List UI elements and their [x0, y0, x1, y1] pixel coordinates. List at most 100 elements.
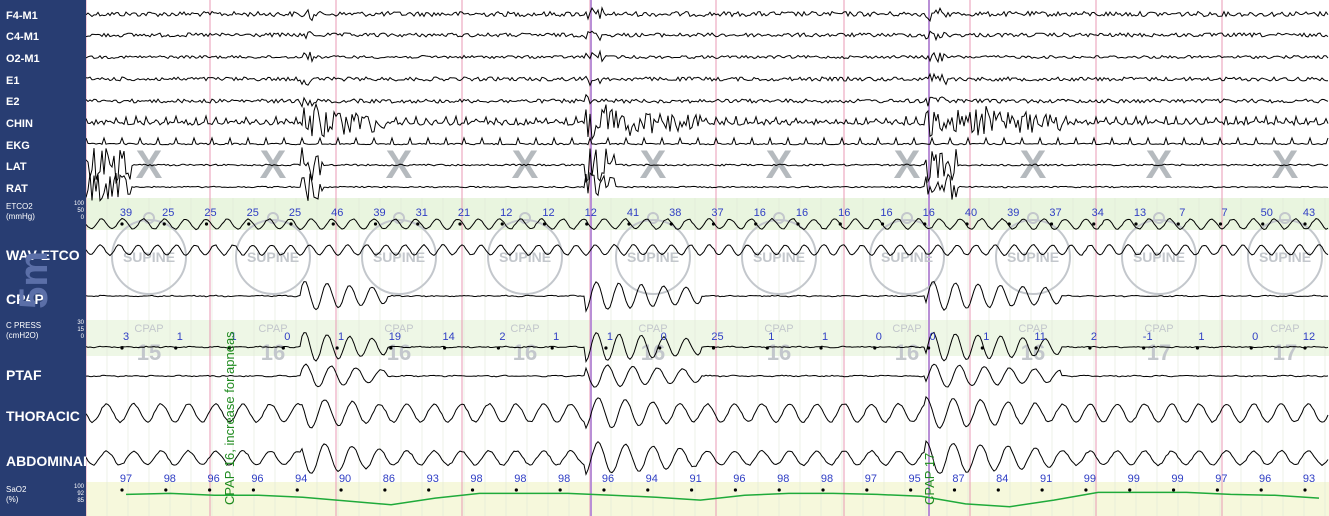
cpress-value: 11 [1034, 331, 1045, 343]
channel-scale: 100 92 85 [73, 484, 84, 504]
sao2-value: 93 [1303, 473, 1315, 485]
sao2-dot [470, 488, 475, 492]
channel-label: O2-M1 [6, 53, 40, 65]
channel-scale: 100 50 0 [73, 201, 84, 221]
position-label: SUPINE [627, 249, 679, 265]
sao2-dot [164, 488, 168, 492]
cpress-value: 1 [553, 331, 559, 343]
signal-trace [86, 136, 1329, 146]
cpress-band [86, 320, 1329, 356]
cpress-value: 1 [607, 331, 613, 343]
channel-label: WAV ETCO [6, 247, 80, 263]
cpress-dot [1195, 346, 1200, 350]
epoch-marker: 5m [12, 251, 56, 309]
cpress-value: 1 [338, 331, 344, 343]
sao2-value: 98 [821, 473, 833, 485]
sao2-value: 94 [295, 473, 307, 485]
sao2-dot [208, 488, 212, 492]
etco2-dot [585, 222, 589, 226]
cpress-dot [281, 346, 285, 350]
etco2-value: 16 [880, 207, 892, 219]
cpress-value: 2 [499, 331, 505, 343]
sao2-dot [1259, 488, 1263, 492]
supine-position-icon [741, 212, 817, 295]
sao2-value: 98 [514, 473, 526, 485]
channel-label: PTAF [6, 367, 42, 383]
etco2-dot [162, 222, 166, 226]
etco2-dot [1176, 222, 1180, 226]
sao2-dot [1128, 488, 1132, 492]
cpress-dot [389, 346, 393, 350]
cpap-label: CPAP [1018, 323, 1047, 335]
sao2-dot [689, 488, 694, 492]
cpress-dot [1142, 346, 1146, 350]
cpap-label: CPAP [638, 323, 667, 335]
polysomnography-traces: XSUPINECPAP15XSUPINECPAP16XSUPINECPAP16X… [86, 0, 1329, 516]
cpap-17-annotation: CPAP 17 [922, 453, 937, 505]
cpress-dot [604, 346, 608, 350]
sao2-value: 97 [1215, 473, 1227, 485]
etco2-value: 13 [1134, 207, 1146, 219]
etco2-dot [923, 222, 927, 226]
cpress-dot [443, 346, 447, 350]
sao2-dot [777, 488, 781, 492]
etco2-value: 43 [1303, 207, 1315, 219]
sao2-dot [558, 488, 562, 492]
etco2-dot [1261, 222, 1265, 226]
etco2-dot [416, 222, 420, 226]
cpress-dot [1303, 346, 1307, 350]
sao2-dot [427, 488, 431, 492]
channel-label: E2 [6, 96, 20, 108]
cpress-value: 1 [1198, 331, 1204, 343]
cpap-increase-annotation: CPAP 16, increase for apneas [222, 331, 237, 505]
position-label: SUPINE [123, 249, 175, 265]
channel-label: SaO2 (%) [6, 485, 27, 504]
supine-position-icon [995, 212, 1071, 295]
signal-trace [86, 30, 1329, 42]
signal-trace [86, 102, 1329, 141]
cpap-value: 16 [513, 340, 537, 365]
signal-trace [86, 217, 1329, 231]
etco2-dot [1007, 222, 1011, 226]
etco2-value: 25 [162, 207, 174, 219]
channel-label: E1 [6, 75, 20, 87]
etco2-value: 25 [247, 207, 259, 219]
cpap-label: CPAP [384, 323, 413, 335]
cpap-label: CPAP [1270, 323, 1299, 335]
sao2-value: 96 [733, 473, 745, 485]
signal-trace [86, 172, 1329, 202]
cpress-dot [711, 346, 716, 350]
sao2-value: 98 [777, 473, 789, 485]
etco2-value: 46 [331, 207, 343, 219]
sao2-dot [821, 488, 825, 492]
etco2-value: 16 [796, 207, 808, 219]
signal-trace [86, 280, 1329, 313]
channel-label: THORACIC [6, 408, 80, 424]
cpress-value: 0 [284, 331, 290, 343]
cpap-label: CPAP [764, 323, 793, 335]
channel-label: LAT [6, 161, 27, 173]
sao2-dot [1084, 488, 1088, 492]
sao2-dot [295, 488, 299, 492]
signal-trace [86, 147, 1329, 185]
etco2-dot [458, 222, 462, 226]
channel-label: ETCO2 (mmHg) [6, 202, 35, 221]
etco2-value: 16 [754, 207, 766, 219]
cpress-value: 14 [443, 331, 455, 343]
cpress-dot [765, 346, 769, 350]
etco2-dot [1303, 222, 1307, 226]
cpress-dot [1249, 346, 1253, 350]
cpress-value: 0 [930, 331, 936, 343]
cpress-value: 0 [661, 331, 667, 343]
cpap-value: 15 [137, 340, 161, 365]
etco2-value: 7 [1179, 207, 1185, 219]
signal-trace [86, 243, 1329, 257]
sao2-dot [952, 488, 957, 492]
cpress-value: 19 [389, 331, 401, 343]
cpap-value: 16 [387, 340, 411, 365]
sao2-dot [1171, 488, 1176, 492]
signal-trace [86, 331, 1329, 364]
sao2-value: 91 [689, 473, 701, 485]
sao2-dot [646, 488, 650, 492]
cpress-dot [227, 346, 232, 350]
